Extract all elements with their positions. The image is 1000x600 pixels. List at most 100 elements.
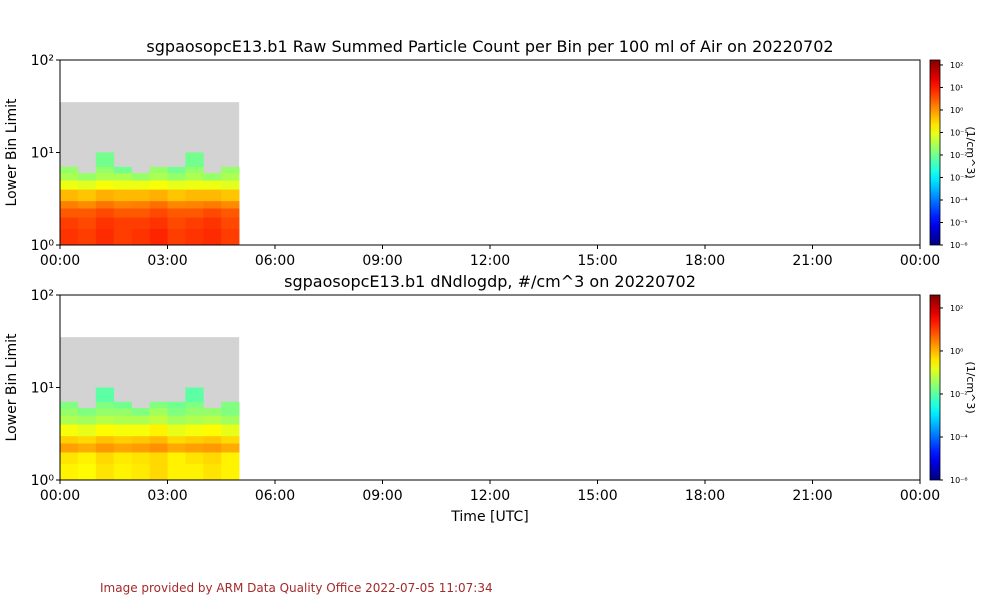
x-tick-label: 00:00 — [40, 253, 80, 269]
heatmap-cell — [221, 208, 240, 218]
heatmap-cell — [149, 424, 168, 437]
heatmap-cell — [149, 189, 168, 202]
heatmap-cell — [149, 435, 168, 444]
y-tick-label: 10⁰ — [31, 238, 55, 254]
x-axis-label: Time [UTC] — [450, 509, 528, 525]
heatmap-cell — [203, 189, 222, 202]
heatmap-cell — [60, 228, 79, 246]
heatmap-cell — [167, 180, 186, 190]
heatmap-cell — [113, 408, 132, 416]
heatmap-cell — [221, 443, 240, 453]
heatmap-cell — [95, 208, 115, 218]
heatmap-cell — [149, 173, 168, 181]
x-tick-label: 12:00 — [470, 488, 510, 504]
heatmap-cell — [60, 408, 79, 416]
heatmap-cell — [203, 424, 222, 437]
heatmap-cell — [203, 452, 222, 465]
x-tick-label: 12:00 — [470, 253, 510, 269]
heatmap-cell — [221, 452, 240, 465]
heatmap-cell — [221, 166, 240, 174]
heatmap-cell — [95, 408, 115, 416]
heatmap-cell — [95, 180, 115, 190]
heatmap-cell — [167, 443, 186, 453]
heatmap-cell — [185, 415, 204, 425]
heatmap-cell — [167, 217, 186, 230]
heatmap-cell — [77, 443, 97, 453]
colorbar — [929, 59, 941, 246]
heatmap-cell — [221, 435, 240, 444]
heatmap-cell — [95, 387, 115, 403]
heatmap-cell — [60, 217, 79, 230]
heatmap-cell — [149, 228, 168, 246]
heatmap-cell — [77, 415, 97, 425]
colorbar-tick-label: 10⁻¹ — [950, 128, 968, 137]
heatmap-cell — [149, 401, 168, 409]
heatmap-cell — [149, 208, 168, 218]
heatmap-cell — [149, 463, 168, 481]
heatmap-cell — [131, 415, 150, 425]
x-tick-label: 03:00 — [147, 253, 187, 269]
y-tick-label: 10⁰ — [31, 473, 55, 489]
heatmap-cell — [221, 463, 240, 481]
heatmap-cell — [185, 200, 204, 209]
heatmap-cell — [60, 415, 79, 425]
heatmap-cell — [113, 452, 132, 465]
chart-title: sgpaosopcE13.b1 dNdlogdp, #/cm^3 on 2022… — [284, 272, 696, 291]
heatmap-cell — [167, 189, 186, 202]
heatmap-cell — [77, 217, 97, 230]
heatmap-cell — [60, 166, 79, 174]
x-tick-label: 09:00 — [362, 253, 402, 269]
heatmap-cell — [77, 228, 97, 246]
heatmap-cell — [113, 173, 132, 181]
heatmap-cell — [149, 166, 168, 174]
heatmap-cell — [60, 180, 79, 190]
heatmap-cell — [60, 200, 79, 209]
x-tick-label: 15:00 — [577, 253, 617, 269]
heatmap-cell — [77, 452, 97, 465]
heatmap-cell — [203, 408, 222, 416]
heatmap-cell — [203, 208, 222, 218]
heatmap-cell — [203, 200, 222, 209]
heatmap-cell — [60, 463, 79, 481]
heatmap-cell — [95, 228, 115, 246]
colorbar-tick-label: 10⁰ — [950, 347, 963, 356]
heatmap-cell — [167, 173, 186, 181]
heatmap-cell — [185, 180, 204, 190]
heatmap-cell — [185, 452, 204, 465]
heatmap-cell — [131, 408, 150, 416]
heatmap-cell — [167, 452, 186, 465]
heatmap-cell — [131, 189, 150, 202]
heatmap-cell — [167, 435, 186, 444]
heatmap-cell — [131, 463, 150, 481]
heatmap-cell — [203, 180, 222, 190]
x-tick-label: 18:00 — [685, 253, 725, 269]
heatmap-cell — [149, 408, 168, 416]
colorbar-tick-label: 10¹ — [950, 83, 963, 92]
y-tick-label: 10¹ — [31, 381, 54, 397]
heatmap-cell — [113, 208, 132, 218]
heatmap-cell — [167, 424, 186, 437]
heatmap-cell — [221, 228, 240, 246]
colorbar-tick-label: 10⁰ — [950, 106, 963, 115]
heatmap-cell — [95, 189, 115, 202]
x-tick-label: 21:00 — [792, 488, 832, 504]
heatmap-cell — [95, 217, 115, 230]
heatmap-cell — [149, 180, 168, 190]
heatmap-cell — [95, 415, 115, 425]
heatmap-cell — [95, 443, 115, 453]
heatmap-cell — [113, 200, 132, 209]
heatmap-cell — [167, 200, 186, 209]
heatmap-cell — [203, 217, 222, 230]
heatmap-cell — [60, 173, 79, 181]
heatmap-cell — [221, 401, 240, 409]
x-tick-label: 21:00 — [792, 253, 832, 269]
heatmap-cell — [221, 173, 240, 181]
y-axis-label: Lower Bin Limit — [4, 333, 20, 441]
heatmap-cell — [113, 415, 132, 425]
colorbar-tick-label: 10⁻⁵ — [950, 218, 968, 227]
heatmap-cell — [221, 180, 240, 190]
heatmap-cell — [95, 401, 115, 409]
heatmap-cell — [131, 173, 150, 181]
heatmap-cell — [167, 463, 186, 481]
heatmap-cell — [149, 452, 168, 465]
